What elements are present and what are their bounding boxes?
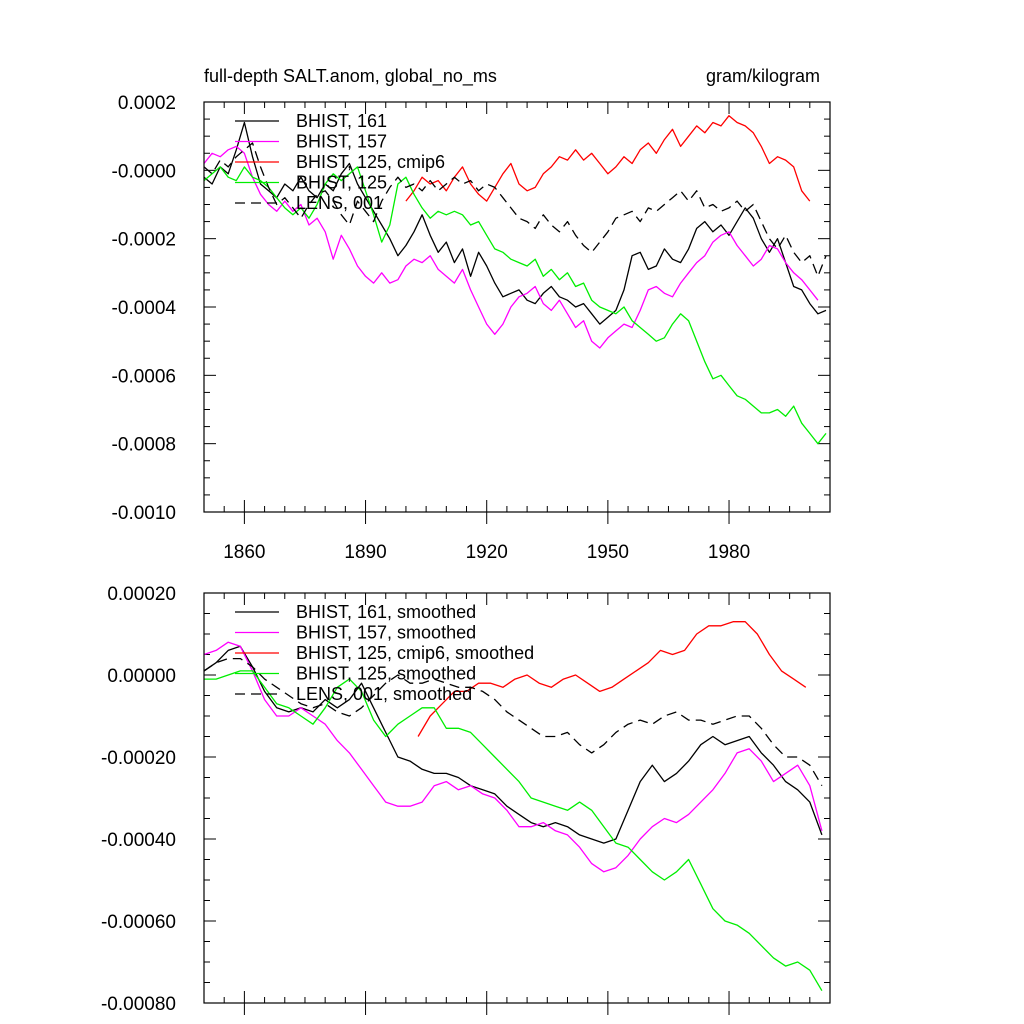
- x-tick-label: 1980: [708, 542, 750, 563]
- series-line-0: [203, 645, 823, 844]
- legend-label: BHIST, 125, cmip6, smoothed: [296, 643, 534, 663]
- legend-label: BHIST, 157, smoothed: [296, 623, 476, 643]
- bottom-panel: 0.00020 0.00000 -0.00020 -0.00040 -0.00060 -0…: [101, 584, 831, 1015]
- y-tick-label: -0.0010: [112, 503, 176, 524]
- top-chart-title: full-depth SALT.anom, global_no_ms: [204, 66, 497, 87]
- bottom-axes: 0.00020 0.00000 -0.00020 -0.00040 -0.00060 -0…: [101, 584, 831, 1015]
- x-tick-label: 1890: [344, 542, 386, 563]
- y-tick-label: -0.00080: [101, 994, 176, 1015]
- y-tick-label: -0.0002: [112, 230, 176, 251]
- y-tick-label: -0.0004: [112, 298, 177, 319]
- series-line-0: [203, 121, 827, 325]
- top-series: [203, 115, 827, 445]
- series-line-4: [203, 657, 823, 787]
- legend-label: BHIST, 125, smoothed: [296, 664, 476, 684]
- x-tick-label: 1950: [587, 542, 629, 563]
- y-tick-label: 0.00000: [107, 666, 176, 687]
- top-plot-frame: [203, 101, 831, 513]
- top-chart-units: gram/kilogram: [706, 66, 820, 86]
- legend-label: BHIST, 161: [296, 111, 387, 131]
- y-tick-label: 0.00020: [107, 584, 176, 605]
- x-tick-label: 1920: [466, 542, 508, 563]
- legend-label: BHIST, 161, smoothed: [296, 602, 476, 622]
- bottom-plot-frame: [203, 592, 831, 1004]
- series-line-4: [203, 142, 827, 277]
- legend-label: LENS, 001: [296, 193, 383, 213]
- series-line-2: [405, 115, 811, 202]
- x-tick-label: 1860: [223, 542, 265, 563]
- y-tick-label: -0.00060: [101, 912, 176, 933]
- series-line-1: [203, 145, 819, 349]
- bottom-series: [203, 621, 823, 992]
- legend-label: LENS, 001, smoothed: [296, 684, 472, 704]
- y-tick-label: -0.0006: [112, 366, 176, 387]
- y-tick-label: 0.0002: [118, 93, 176, 114]
- y-tick-label: -0.00040: [101, 830, 176, 851]
- series-line-3: [204, 670, 823, 992]
- legend-label: BHIST, 157: [296, 132, 387, 152]
- y-tick-label: -0.0008: [112, 435, 176, 456]
- series-line-1: [203, 641, 823, 873]
- legend-label: BHIST, 125: [296, 173, 387, 193]
- legend-label: BHIST, 125, cmip6: [296, 152, 445, 172]
- series-line-3: [203, 166, 827, 445]
- y-tick-label: -0.00020: [101, 748, 176, 769]
- series-line-2: [417, 621, 807, 737]
- top-panel: full-depth SALT.anom, global_no_ms gram/…: [112, 66, 831, 563]
- y-tick-label: -0.0000: [112, 161, 176, 182]
- top-axes: 1860 1890 1920 1950 1980 0.0002 -0.0000 -0.0002…: [112, 93, 831, 563]
